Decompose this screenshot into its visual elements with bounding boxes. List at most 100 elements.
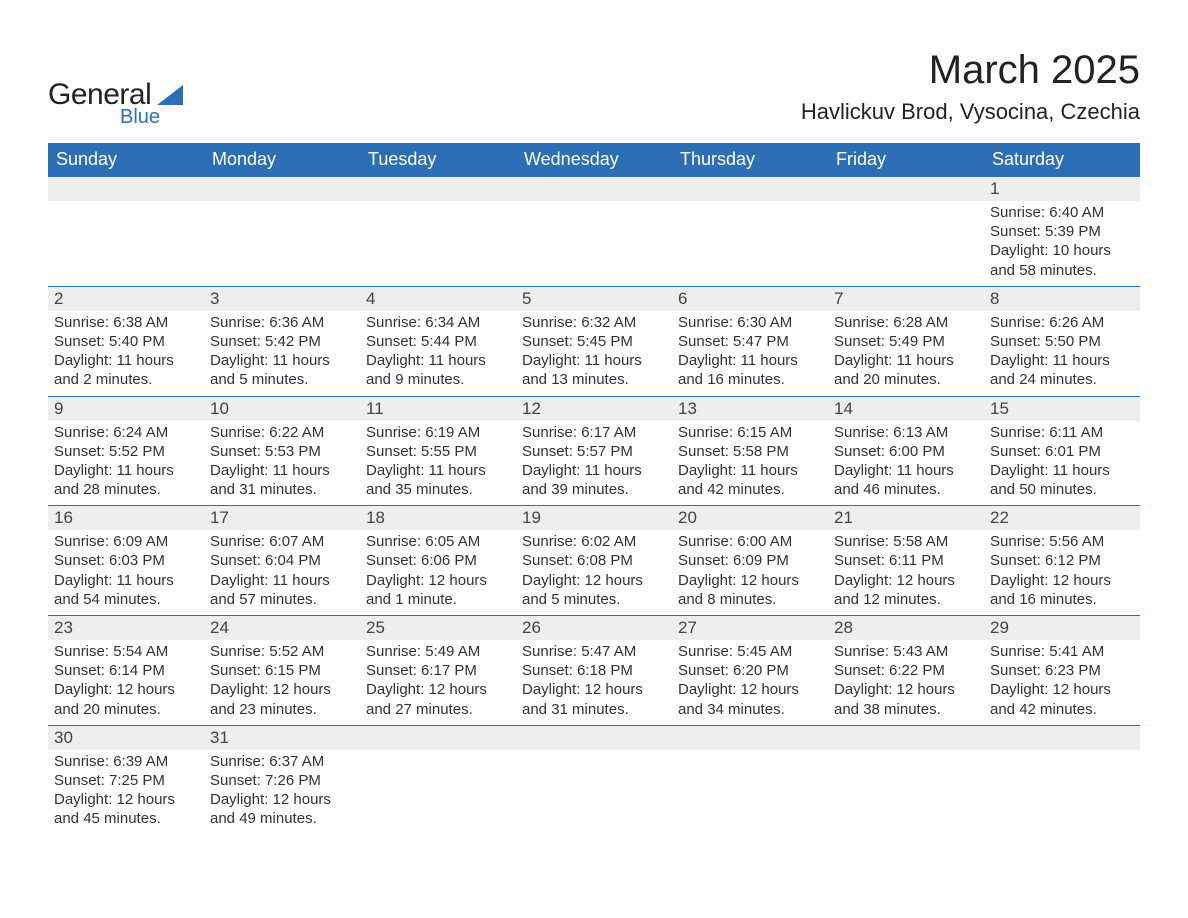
day-sunrise: Sunrise: 6:07 AM <box>210 532 354 551</box>
day-daylight1: Daylight: 12 hours <box>834 680 978 699</box>
day-number: 23 <box>48 616 204 640</box>
day-daylight1: Daylight: 12 hours <box>990 680 1134 699</box>
day-number: 7 <box>828 287 984 311</box>
day-daylight2: and 58 minutes. <box>990 261 1134 280</box>
day-daylight1: Daylight: 11 hours <box>54 351 198 370</box>
day-daylight2: and 20 minutes. <box>54 700 198 719</box>
day-daylight1: Daylight: 11 hours <box>522 351 666 370</box>
day-sunrise: Sunrise: 6:24 AM <box>54 423 198 442</box>
day-sunrise: Sunrise: 5:54 AM <box>54 642 198 661</box>
day-sunrise: Sunrise: 6:05 AM <box>366 532 510 551</box>
day-daylight1: Daylight: 11 hours <box>990 351 1134 370</box>
day-cell: Sunrise: 6:17 AMSunset: 5:57 PMDaylight:… <box>516 421 672 506</box>
day-daylight1: Daylight: 12 hours <box>990 571 1134 590</box>
day-sunrise: Sunrise: 6:17 AM <box>522 423 666 442</box>
day-sunset: Sunset: 6:14 PM <box>54 661 198 680</box>
day-number: 21 <box>828 506 984 530</box>
day-daylight2: and 16 minutes. <box>990 590 1134 609</box>
day-number: 17 <box>204 506 360 530</box>
day-daylight1: Daylight: 12 hours <box>210 680 354 699</box>
day-daylight2: and 9 minutes. <box>366 370 510 389</box>
calendar-page: General Blue March 2025 Havlickuv Brod, … <box>0 0 1188 835</box>
day-number <box>204 177 360 199</box>
day-daylight2: and 24 minutes. <box>990 370 1134 389</box>
week-body-row: Sunrise: 6:38 AMSunset: 5:40 PMDaylight:… <box>48 311 1140 396</box>
day-number: 18 <box>360 506 516 530</box>
day-daylight1: Daylight: 12 hours <box>834 571 978 590</box>
weekday-header: Saturday <box>984 143 1140 177</box>
day-daylight1: Daylight: 12 hours <box>678 571 822 590</box>
day-sunset: Sunset: 6:17 PM <box>366 661 510 680</box>
day-sunrise: Sunrise: 6:39 AM <box>54 752 198 771</box>
day-number: 27 <box>672 616 828 640</box>
day-daylight2: and 13 minutes. <box>522 370 666 389</box>
day-daylight2: and 50 minutes. <box>990 480 1134 499</box>
week-body-row: Sunrise: 6:24 AMSunset: 5:52 PMDaylight:… <box>48 421 1140 506</box>
day-cell: Sunrise: 6:05 AMSunset: 6:06 PMDaylight:… <box>360 530 516 615</box>
day-sunrise: Sunrise: 5:58 AM <box>834 532 978 551</box>
day-cell <box>672 750 828 828</box>
day-daylight2: and 5 minutes. <box>522 590 666 609</box>
day-number <box>516 177 672 199</box>
day-sunrise: Sunrise: 5:56 AM <box>990 532 1134 551</box>
day-cell: Sunrise: 6:37 AMSunset: 7:26 PMDaylight:… <box>204 750 360 835</box>
day-number: 28 <box>828 616 984 640</box>
day-cell: Sunrise: 5:49 AMSunset: 6:17 PMDaylight:… <box>360 640 516 725</box>
day-number: 26 <box>516 616 672 640</box>
page-subtitle: Havlickuv Brod, Vysocina, Czechia <box>801 99 1140 125</box>
day-cell: Sunrise: 6:11 AMSunset: 6:01 PMDaylight:… <box>984 421 1140 506</box>
day-number: 6 <box>672 287 828 311</box>
day-daylight2: and 1 minute. <box>366 590 510 609</box>
day-cell <box>48 201 204 279</box>
day-sunset: Sunset: 6:11 PM <box>834 551 978 570</box>
day-sunset: Sunset: 5:47 PM <box>678 332 822 351</box>
day-sunrise: Sunrise: 6:38 AM <box>54 313 198 332</box>
day-cell: Sunrise: 5:56 AMSunset: 6:12 PMDaylight:… <box>984 530 1140 615</box>
week-body-row: Sunrise: 6:40 AMSunset: 5:39 PMDaylight:… <box>48 201 1140 286</box>
day-sunset: Sunset: 5:49 PM <box>834 332 978 351</box>
day-sunset: Sunset: 6:04 PM <box>210 551 354 570</box>
logo-triangle-icon <box>157 85 183 105</box>
day-number: 4 <box>360 287 516 311</box>
day-daylight2: and 42 minutes. <box>678 480 822 499</box>
day-cell <box>984 750 1140 828</box>
day-sunrise: Sunrise: 5:45 AM <box>678 642 822 661</box>
day-cell <box>204 201 360 279</box>
day-sunrise: Sunrise: 6:02 AM <box>522 532 666 551</box>
day-sunrise: Sunrise: 6:28 AM <box>834 313 978 332</box>
day-cell: Sunrise: 6:00 AMSunset: 6:09 PMDaylight:… <box>672 530 828 615</box>
week-daynum-row: 9101112131415 <box>48 396 1140 421</box>
day-sunset: Sunset: 6:09 PM <box>678 551 822 570</box>
day-sunset: Sunset: 6:23 PM <box>990 661 1134 680</box>
week-daynum-row: 2345678 <box>48 286 1140 311</box>
day-sunset: Sunset: 5:39 PM <box>990 222 1134 241</box>
weekday-header: Thursday <box>672 143 828 177</box>
day-daylight2: and 38 minutes. <box>834 700 978 719</box>
page-header: General Blue March 2025 Havlickuv Brod, … <box>48 48 1140 129</box>
weekday-header: Wednesday <box>516 143 672 177</box>
day-daylight1: Daylight: 11 hours <box>210 571 354 590</box>
day-sunset: Sunset: 7:25 PM <box>54 771 198 790</box>
day-sunrise: Sunrise: 6:19 AM <box>366 423 510 442</box>
weekday-header: Friday <box>828 143 984 177</box>
day-daylight2: and 8 minutes. <box>678 590 822 609</box>
day-cell: Sunrise: 6:09 AMSunset: 6:03 PMDaylight:… <box>48 530 204 615</box>
day-daylight1: Daylight: 11 hours <box>990 461 1134 480</box>
page-title: March 2025 <box>801 48 1140 93</box>
day-cell <box>516 750 672 828</box>
day-sunrise: Sunrise: 6:40 AM <box>990 203 1134 222</box>
day-cell: Sunrise: 6:22 AMSunset: 5:53 PMDaylight:… <box>204 421 360 506</box>
day-sunrise: Sunrise: 6:32 AM <box>522 313 666 332</box>
day-sunset: Sunset: 6:12 PM <box>990 551 1134 570</box>
day-cell: Sunrise: 6:39 AMSunset: 7:25 PMDaylight:… <box>48 750 204 835</box>
day-number: 15 <box>984 397 1140 421</box>
day-sunrise: Sunrise: 6:26 AM <box>990 313 1134 332</box>
day-daylight1: Daylight: 12 hours <box>54 680 198 699</box>
week-daynum-row: 23242526272829 <box>48 616 1140 641</box>
day-daylight1: Daylight: 12 hours <box>522 680 666 699</box>
day-daylight2: and 49 minutes. <box>210 809 354 828</box>
weekday-header: Monday <box>204 143 360 177</box>
day-daylight2: and 20 minutes. <box>834 370 978 389</box>
day-daylight2: and 12 minutes. <box>834 590 978 609</box>
day-sunset: Sunset: 5:44 PM <box>366 332 510 351</box>
